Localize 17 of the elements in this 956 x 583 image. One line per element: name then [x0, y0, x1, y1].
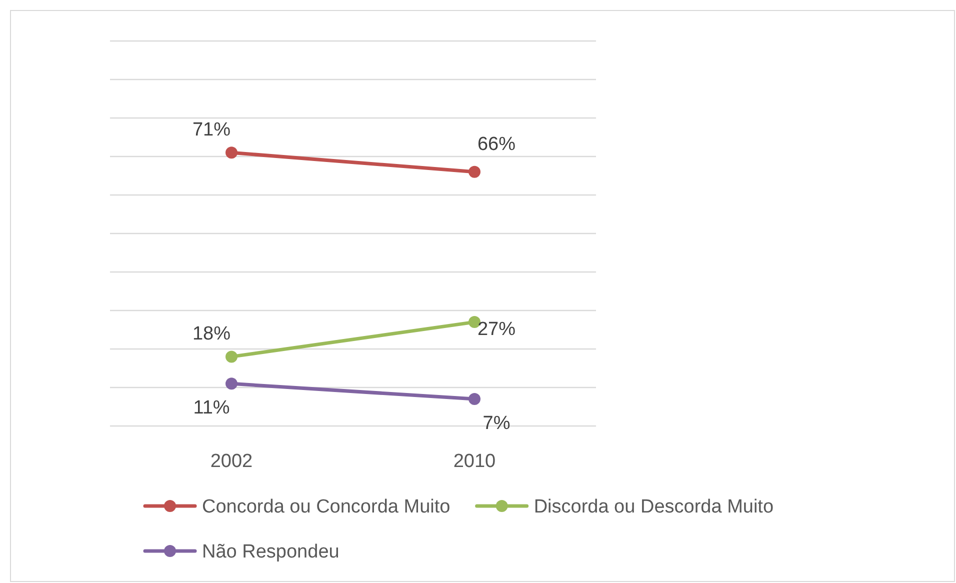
- data-label: 66%: [477, 134, 516, 155]
- point: [226, 146, 238, 159]
- data-label: 7%: [482, 413, 510, 434]
- x-tick-label: 2002: [210, 451, 253, 472]
- point: [226, 378, 238, 390]
- data-label: 71%: [192, 120, 231, 141]
- legend-label: Concorda ou Concorda Muito: [202, 496, 450, 518]
- point: [226, 350, 238, 363]
- data-label: 11%: [193, 398, 230, 419]
- x-tick-label: 2010: [453, 451, 496, 472]
- legend-label: Discorda ou Descorda Muito: [534, 496, 774, 518]
- point: [468, 316, 480, 328]
- data-label: 27%: [477, 319, 516, 340]
- point: [468, 393, 480, 406]
- legend-label: Não Respondeu: [202, 542, 340, 563]
- point: [468, 166, 480, 178]
- data-label: 18%: [192, 324, 231, 345]
